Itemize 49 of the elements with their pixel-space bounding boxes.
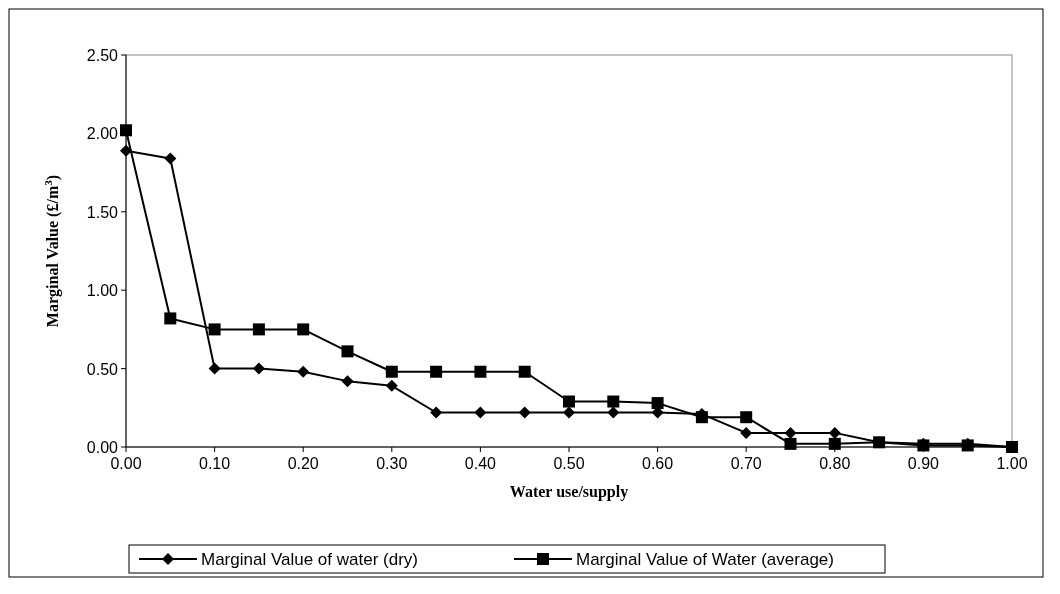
y-tick-label: 0.00	[86, 439, 119, 456]
point	[563, 406, 575, 419]
y-tick-label: 2.00	[86, 125, 119, 143]
point	[430, 406, 443, 419]
x-tick-label: 0.50	[553, 455, 585, 472]
point	[784, 437, 797, 450]
y-tick-label: 2.50	[86, 47, 119, 64]
point	[518, 406, 531, 419]
point	[120, 124, 132, 137]
point	[208, 323, 221, 336]
x-tick-label: 0.30	[376, 455, 408, 472]
x-tick-label: 0.60	[642, 455, 674, 472]
point	[651, 397, 664, 410]
point	[784, 426, 797, 439]
x-tick-label: 0.20	[287, 455, 319, 472]
point	[828, 437, 841, 450]
point	[164, 312, 177, 325]
point	[474, 365, 487, 378]
x-axis-title: Water use/supply	[509, 483, 629, 501]
point	[430, 365, 443, 378]
point	[297, 323, 310, 336]
point	[563, 395, 575, 408]
point	[120, 144, 132, 157]
x-tick-label: 0.40	[464, 455, 497, 472]
point	[385, 379, 398, 392]
x-tick-label: 0.80	[819, 455, 851, 472]
y-tick-label: 1.00	[86, 282, 119, 300]
legend-label: Marginal Value of water (dry)	[201, 550, 418, 569]
x-tick-label: 0.10	[199, 455, 231, 472]
point	[385, 365, 398, 378]
point	[474, 406, 487, 419]
point	[208, 362, 221, 375]
x-tick-label: 0.90	[907, 455, 940, 472]
point	[518, 365, 531, 378]
x-tick-label: 0.00	[110, 455, 142, 472]
point	[297, 365, 310, 378]
point	[607, 406, 620, 419]
point	[607, 395, 620, 408]
point	[341, 345, 354, 358]
y-tick-label: 1.50	[86, 203, 119, 221]
x-tick-label: 1.00	[996, 455, 1028, 472]
point	[252, 323, 265, 336]
point	[740, 411, 753, 424]
x-tick-label: 0.70	[730, 455, 762, 472]
point	[252, 362, 265, 375]
legend-label: Marginal Value of Water (average)	[576, 550, 834, 569]
point	[164, 152, 177, 165]
y-tick-label: 0.50	[86, 360, 119, 378]
point	[341, 375, 354, 388]
